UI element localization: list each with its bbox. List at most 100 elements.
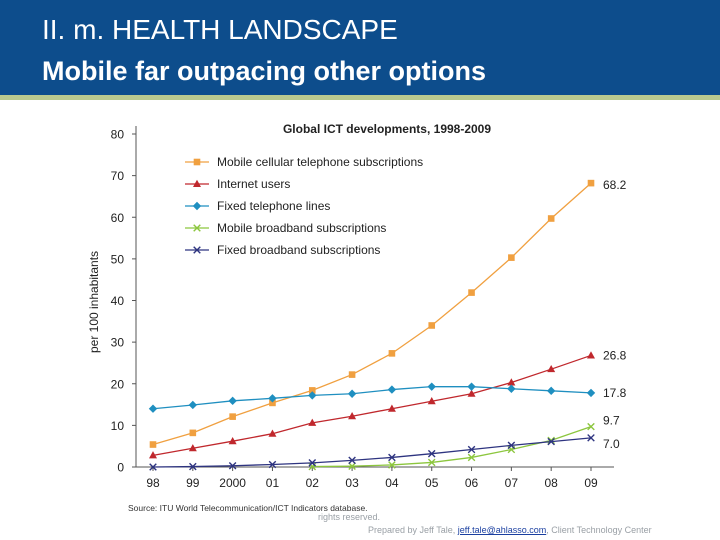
data-point — [308, 418, 317, 426]
series-line — [152, 386, 592, 410]
data-point — [547, 215, 555, 222]
data-point — [347, 389, 357, 398]
data-point — [427, 449, 436, 458]
data-point — [587, 434, 595, 442]
x-tick-label: 98 — [146, 476, 160, 490]
chart-title: Global ICT developments, 1998-2009 — [283, 122, 491, 136]
data-point — [348, 371, 356, 378]
x-tick-label: 06 — [465, 476, 479, 490]
data-point — [468, 289, 475, 296]
data-point — [546, 386, 556, 396]
series-2: 26.8 — [149, 348, 627, 459]
legend-label: Fixed telephone lines — [217, 199, 330, 213]
legend-label: Mobile broadband subscriptions — [217, 221, 386, 235]
legend-label: Fixed broadband subscriptions — [217, 243, 380, 257]
data-point — [507, 441, 516, 450]
data-point — [587, 351, 595, 359]
legend-item: Internet users — [185, 177, 290, 191]
y-tick-label: 60 — [111, 211, 125, 225]
x-tick-label: 01 — [266, 476, 280, 490]
x-tick-label: 2000 — [219, 476, 246, 490]
slide-subtitle: Mobile far outpacing other options — [42, 56, 486, 86]
data-point — [348, 456, 356, 465]
y-tick-label: 30 — [111, 336, 125, 350]
data-point — [228, 396, 237, 406]
data-point — [547, 364, 556, 373]
data-point — [228, 436, 237, 445]
data-point — [467, 382, 476, 391]
data-point — [149, 463, 157, 471]
y-tick-label: 0 — [117, 461, 124, 475]
prepared-by-text: Prepared by Jeff Tale, — [368, 525, 458, 535]
data-point — [387, 385, 397, 394]
y-tick-label: 50 — [111, 252, 125, 266]
data-point — [427, 397, 436, 405]
header-divider — [0, 95, 720, 100]
data-point — [467, 445, 476, 454]
chart-panel — [80, 112, 676, 522]
data-point — [587, 179, 595, 187]
data-point — [229, 413, 236, 420]
end-value-label: 7.0 — [603, 437, 620, 451]
x-tick-label: 09 — [584, 476, 598, 490]
end-value-label: 9.7 — [603, 414, 620, 428]
slide-title: II. m. HEALTH LANDSCAPE — [42, 14, 398, 45]
data-point — [268, 460, 277, 469]
data-point — [308, 391, 317, 400]
y-tick-label: 10 — [111, 419, 125, 433]
legend-item: Fixed broadband subscriptions — [185, 243, 380, 257]
y-tick-label: 20 — [111, 377, 125, 391]
data-point — [188, 400, 198, 410]
axis-ticks: 0 10 20 30 40 50 60 70 80 98 99 2000 01 02 03 04 05 06 07 0… — [111, 128, 598, 491]
data-point — [149, 451, 157, 459]
data-point — [308, 387, 316, 394]
x-tick-label: 04 — [385, 476, 399, 490]
series-line — [152, 437, 592, 468]
data-point — [547, 437, 555, 446]
legend-label: Internet users — [217, 177, 290, 191]
x-tick-label: 07 — [505, 476, 519, 490]
y-axis-label: per 100 inhabitants — [87, 251, 101, 353]
end-value-label: 17.8 — [603, 386, 627, 400]
data-point — [268, 394, 277, 403]
data-point — [388, 461, 396, 469]
data-point — [189, 429, 197, 437]
y-tick-label: 80 — [111, 128, 125, 142]
data-point — [587, 422, 595, 431]
y-tick-label: 40 — [111, 294, 125, 308]
legend-item: Mobile cellular telephone subscriptions — [185, 155, 423, 169]
rights-note: rights reserved. — [318, 512, 381, 522]
data-point — [467, 453, 476, 462]
legend-marker — [193, 179, 201, 187]
series-3: 17.8 — [148, 382, 627, 413]
data-point — [148, 404, 158, 413]
legend-marker — [193, 224, 201, 232]
legend-item: Fixed telephone lines — [185, 199, 330, 213]
data-point — [507, 384, 516, 393]
legend-marker — [193, 246, 201, 254]
data-point — [507, 378, 516, 386]
y-tick-label: 70 — [111, 169, 125, 183]
end-value-label: 26.8 — [603, 348, 627, 362]
data-point — [427, 382, 436, 391]
email-link[interactable]: jeff.tale@ahlasso.com — [457, 525, 547, 535]
x-tick-label: 02 — [306, 476, 320, 490]
slide-header — [0, 0, 720, 95]
series-line — [152, 354, 592, 456]
legend-marker — [193, 158, 201, 166]
chart-source-note: Source: ITU World Telecommunication/ICT … — [128, 503, 368, 513]
data-point — [268, 429, 277, 437]
series-line — [152, 182, 592, 446]
data-point — [586, 388, 596, 398]
data-point — [508, 254, 515, 261]
data-point — [388, 350, 396, 357]
legend-item: Mobile broadband subscriptions — [185, 221, 386, 235]
prepared-by-note: Prepared by Jeff Tale, jeff.tale@ahlasso… — [368, 525, 652, 535]
end-value-label: 68.2 — [603, 178, 627, 192]
data-point — [547, 436, 555, 445]
series-1: 68.2 — [149, 178, 627, 448]
data-point — [269, 399, 276, 407]
data-point — [189, 462, 197, 471]
x-tick-label: 08 — [545, 476, 559, 490]
